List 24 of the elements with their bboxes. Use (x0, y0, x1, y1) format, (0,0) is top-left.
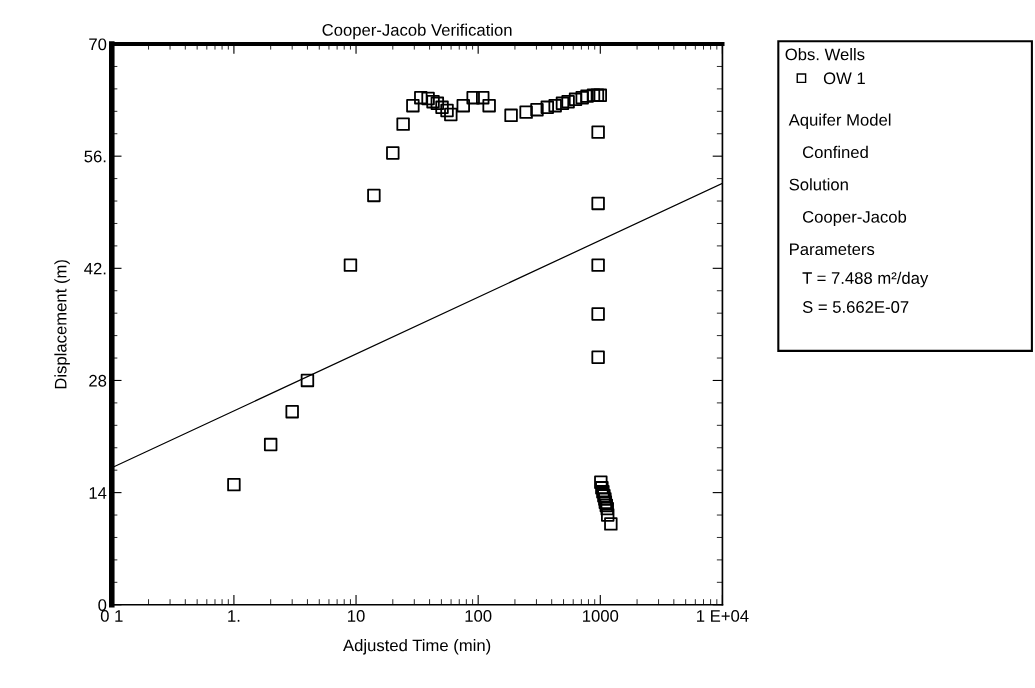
y-tick-label: 56. (84, 150, 106, 163)
text: T = 7.488 m²/day (802, 271, 929, 288)
text: Confined (802, 145, 868, 159)
text: Solution (789, 178, 848, 191)
x-tick-label: 1000 (583, 610, 619, 622)
y-tick-label: 70 (89, 38, 107, 51)
x-tick-label: 0 1 (100, 610, 123, 622)
text: Cooper-Jacob (802, 210, 907, 227)
x-tick-label: 100 (465, 610, 492, 622)
chart-title: Cooper-Jacob Verification (322, 23, 512, 40)
text: S = 5.662E-07 (802, 301, 909, 313)
y-axis-title: Displacement (m) (54, 260, 70, 389)
x-tick-label: 10 (348, 610, 365, 622)
y-tick-label: 14 (89, 487, 107, 499)
legend-label: OW 1 (823, 72, 865, 85)
x-tick-label: 1 E+04 (697, 610, 749, 622)
text: Parameters (790, 243, 875, 256)
x-axis-title: Adjusted Time (min) (343, 639, 491, 655)
legend-title: Obs. Wells (785, 48, 865, 61)
x-tick-label: 1. (228, 610, 240, 622)
y-tick-label: 28 (89, 374, 107, 387)
text: Aquifer Model (788, 113, 891, 130)
y-tick-label: 42. (84, 262, 106, 275)
y-tick-label: 0 (98, 599, 107, 611)
